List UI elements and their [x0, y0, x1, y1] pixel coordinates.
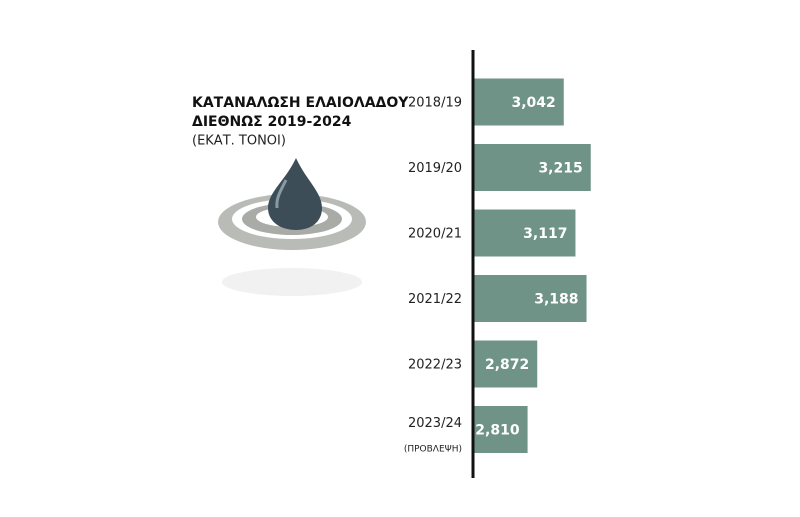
chart-title: ΔΙΕΘΝΩΣ 2019-2024	[192, 114, 352, 130]
y-tick-label: 2020/21	[408, 227, 462, 242]
bar	[474, 78, 564, 126]
bar	[474, 144, 591, 191]
value-label: 2,810	[475, 423, 520, 439]
value-label: 3,117	[523, 226, 567, 242]
chart-title: ΚΑΤΑΝΑΛΩΣΗ ΕΛΑΙΟΛΑΔΟΥ	[192, 95, 409, 111]
y-tick-label: 2021/22	[408, 292, 462, 307]
value-label: 3,042	[511, 95, 555, 111]
value-label: 3,188	[534, 292, 578, 308]
y-tick-label: 2023/24	[408, 416, 462, 431]
chart-subtitle: (ΕΚΑΤ. ΤΟΝΟΙ)	[192, 134, 286, 149]
value-label: 3,215	[538, 161, 582, 177]
bar	[474, 209, 576, 257]
annotation: (ΠΡΟΒΛΕΨΗ)	[404, 445, 462, 455]
value-label: 2,872	[485, 357, 529, 373]
drop-icon	[218, 158, 366, 296]
bar	[474, 406, 528, 453]
y-tick-label: 2018/19	[408, 96, 462, 111]
y-tick-label: 2022/23	[408, 358, 462, 373]
y-tick-label: 2019/20	[408, 161, 462, 176]
bar	[474, 275, 587, 322]
bar	[474, 340, 538, 388]
